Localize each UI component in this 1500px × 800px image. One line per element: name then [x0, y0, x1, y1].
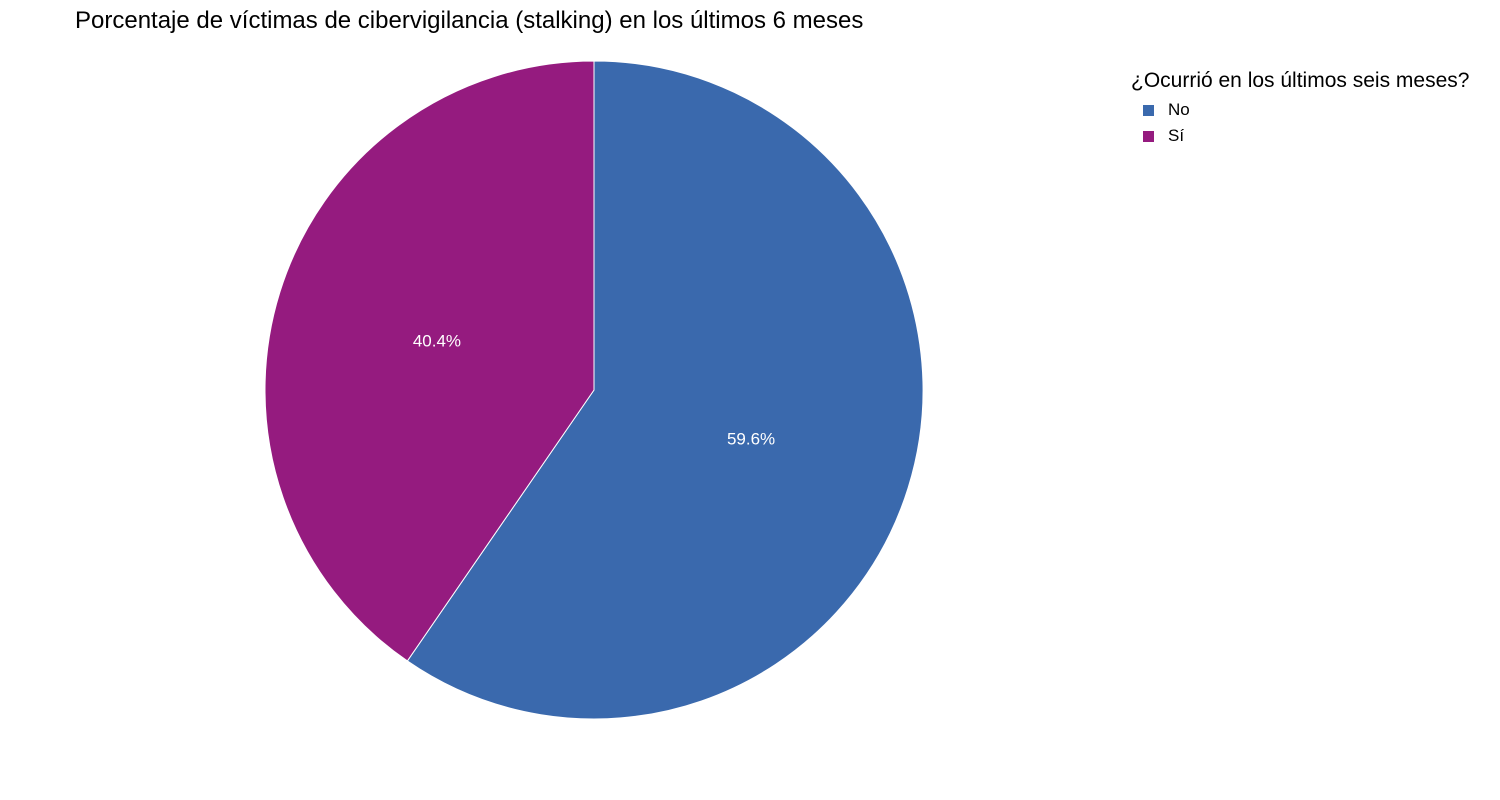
legend-item-si: Sí [1131, 123, 1469, 149]
legend: ¿Ocurrió en los últimos seis meses? No S… [1131, 69, 1469, 149]
pie-slice-no [406, 60, 924, 720]
legend-title: ¿Ocurrió en los últimos seis meses? [1131, 69, 1470, 92]
legend-item-no: No [1131, 97, 1469, 123]
pie-slice-si [264, 60, 595, 662]
pie-slice-label-si: 40.4% [413, 332, 461, 351]
pie-slice-labels: 59.6% 40.4% [413, 332, 775, 449]
pie-slices [264, 60, 924, 720]
legend-label-si: Sí [1168, 126, 1185, 145]
pie-slice-label-no: 59.6% [727, 429, 775, 448]
chart-title: Porcentaje de víctimas de cibervigilanci… [75, 7, 864, 34]
legend-swatch-si [1143, 130, 1154, 142]
legend-swatch-no [1143, 104, 1154, 116]
legend-label-no: No [1168, 100, 1190, 119]
